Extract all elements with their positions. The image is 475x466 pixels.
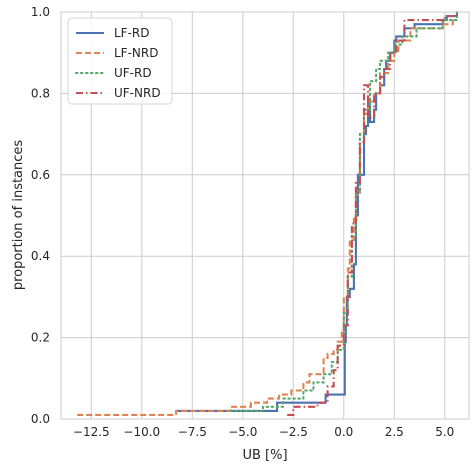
- y-tick-label: 0.2: [31, 331, 50, 345]
- x-tick-label: −2.5: [279, 425, 308, 439]
- y-tick-label: 0.0: [31, 412, 50, 426]
- series-line-uf-nrd: [287, 12, 458, 416]
- x-tick-label: −12.5: [73, 425, 110, 439]
- x-tick-label: 0.0: [334, 425, 353, 439]
- x-axis-title: UB [%]: [242, 448, 287, 463]
- x-tick-label: −7.5: [178, 425, 207, 439]
- plot-frame: [60, 11, 470, 420]
- legend-label-lf-rd: LF-RD: [114, 26, 150, 40]
- x-tick-labels: −12.5 −10.0 −7.5 −5.0 −2.5 0.0 2.5 5.0: [73, 425, 454, 439]
- legend-label-uf-nrd: UF-NRD: [114, 86, 161, 100]
- y-tick-label: 0.6: [31, 168, 50, 182]
- x-tick-label: −10.0: [123, 425, 160, 439]
- x-tick-label: 5.0: [435, 425, 454, 439]
- y-tick-label: 0.8: [31, 86, 50, 100]
- legend: LF-RD LF-NRD UF-RD UF-NRD: [67, 17, 173, 105]
- y-tick-label: 0.4: [31, 249, 50, 263]
- y-tick-label: 1.0: [31, 5, 50, 19]
- x-tick-label: 2.5: [385, 425, 404, 439]
- y-tick-labels: 0.0 0.2 0.4 0.6 0.8 1.0: [31, 5, 50, 426]
- y-axis-title: proportion of instances: [11, 140, 26, 291]
- legend-label-lf-nrd: LF-NRD: [114, 46, 158, 60]
- legend-label-uf-rd: UF-RD: [114, 66, 152, 80]
- series-layer: [77, 10, 458, 416]
- legend-frame: [67, 17, 173, 105]
- x-tick-label: −5.0: [228, 425, 257, 439]
